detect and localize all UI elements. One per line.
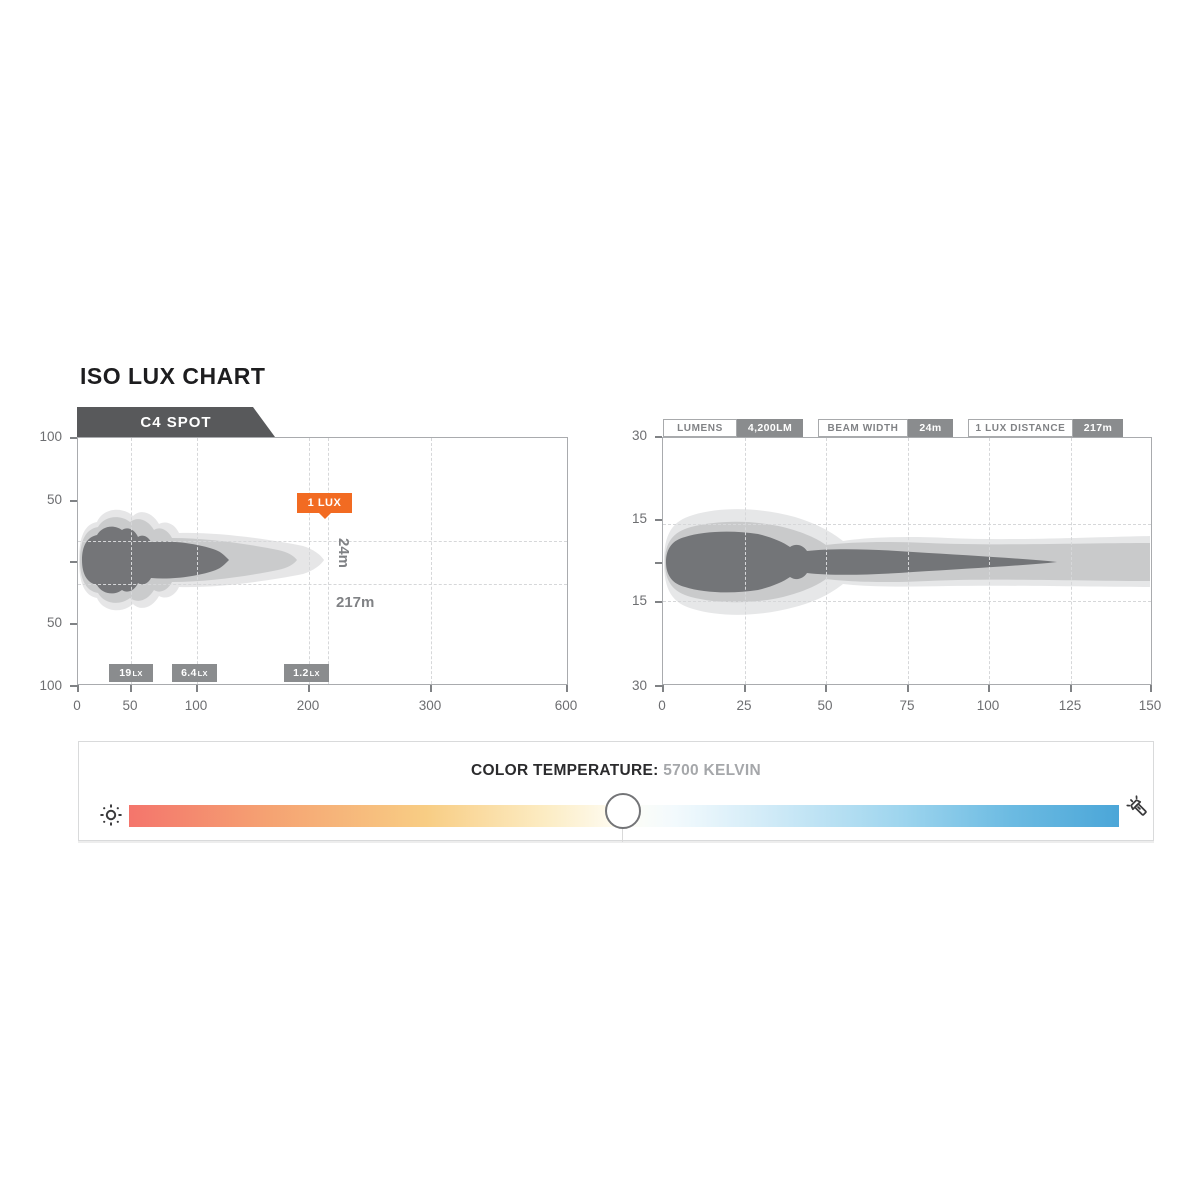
x-axis-tick [130,685,132,692]
y-axis-tick [70,437,77,439]
lux-marker-unit: LX [132,668,143,678]
y-axis-tick [70,623,77,625]
x-axis-tick [77,685,79,692]
x-axis-label: 25 [736,698,752,713]
right-chart-plot [662,437,1152,685]
x-axis-tick [988,685,990,692]
one-lux-distance-label: 217m [336,594,375,611]
x-axis-label: 0 [658,698,666,713]
lux-marker-value: 6.4 [181,667,197,679]
x-axis-tick [308,685,310,692]
color-temperature-slider-knob[interactable] [605,793,641,829]
gridline-h-beam-top [663,524,1151,525]
x-axis-label: 125 [1058,698,1082,713]
y-axis-label: 15 [631,593,647,608]
y-axis-tick [655,436,662,438]
lux-marker-19: 19 LX [109,664,153,682]
gridline-v-100 [197,438,198,684]
y-axis-label: 100 [39,429,62,444]
color-temperature-panel: COLOR TEMPERATURE: 5700 KELVIN [78,741,1157,842]
lux-marker-unit: LX [197,668,208,678]
lux-marker-value: 1.2 [293,667,309,679]
stat-lumens-value: 4,200LM [737,419,803,437]
y-axis-tick [70,500,77,502]
gridline-v-50 [131,438,132,684]
beam-core-contour [666,531,1057,593]
stat-lumens-label: LUMENS [663,419,737,437]
color-temperature-value: 5700 KELVIN [663,762,762,779]
y-axis-label: 50 [46,615,62,630]
x-axis-label: 50 [122,698,138,713]
x-axis-tick [1150,685,1152,692]
y-axis-tick [655,519,662,521]
lux-marker-1-2: 1.2 LX [284,664,329,682]
gridline-v-50 [826,438,827,684]
y-axis-label: 30 [631,678,647,693]
x-axis-tick [1070,685,1072,692]
beam-width-label: 24m [335,538,352,569]
x-axis-label: 100 [976,698,1000,713]
x-axis-label: 50 [817,698,833,713]
x-axis-label: 200 [296,698,320,713]
y-axis-label: 100 [39,678,62,693]
color-temperature-label: COLOR TEMPERATURE: [470,762,659,779]
color-temperature-title: COLOR TEMPERATURE: 5700 KELVIN [79,762,1153,780]
stat-lux-distance-value: 217m [1073,419,1123,437]
page-title: ISO LUX CHART [80,363,266,389]
y-axis-label: 15 [631,511,647,526]
x-axis-tick [907,685,909,692]
x-axis-label: 100 [184,698,208,713]
left-chart-tab: C4 SPOT [77,407,275,437]
left-chart-plot: 1 LUX 24m 217m 19 LX 6.4 LX 1.2 LX [77,437,568,685]
y-axis-tick [655,562,662,564]
y-axis-label: 50 [46,492,62,507]
gridline-v-300 [431,438,432,684]
y-axis-label: 30 [631,428,647,443]
gridline-v-200 [309,438,310,684]
right-beam-plot-svg [664,509,1150,615]
lux-marker-unit: LX [309,668,320,678]
beam-core-contour [82,526,229,594]
one-lux-badge: 1 LUX [297,493,352,519]
gridline-v-100 [989,438,990,684]
sun-icon [99,803,123,827]
x-axis-tick [566,685,568,692]
left-beam-plot-svg [79,509,324,611]
gridline-v-75 [908,438,909,684]
left-chart-tab-label: C4 SPOT [140,413,212,431]
lux-marker-6-4: 6.4 LX [172,664,217,682]
stat-beam-width-value: 24m [908,419,953,437]
stat-lux-distance-label: 1 LUX DISTANCE [968,419,1073,437]
x-axis-tick [825,685,827,692]
stat-beam-width-label: BEAM WIDTH [818,419,908,437]
x-axis-label: 150 [1138,698,1162,713]
x-axis-label: 0 [73,698,81,713]
lux-marker-value: 19 [119,667,132,679]
x-axis-tick [196,685,198,692]
y-axis-tick [655,601,662,603]
gridline-v-25 [745,438,746,684]
y-axis-tick [70,685,77,687]
x-axis-tick [430,685,432,692]
flashlight-icon [1120,789,1157,826]
gridline-h-beam-bottom [663,601,1151,602]
gridline-v-217 [328,438,329,684]
x-axis-label: 600 [554,698,578,713]
y-axis-tick [70,561,77,563]
x-axis-label: 75 [899,698,915,713]
x-axis-tick [662,685,664,692]
gridline-h-beam-bottom [78,584,567,585]
y-axis-tick [655,685,662,687]
gridline-h-beam-top [78,541,567,542]
x-axis-tick [744,685,746,692]
x-axis-label: 300 [418,698,442,713]
one-lux-badge-label: 1 LUX [307,497,342,509]
gridline-v-125 [1071,438,1072,684]
slider-stem [622,828,623,842]
